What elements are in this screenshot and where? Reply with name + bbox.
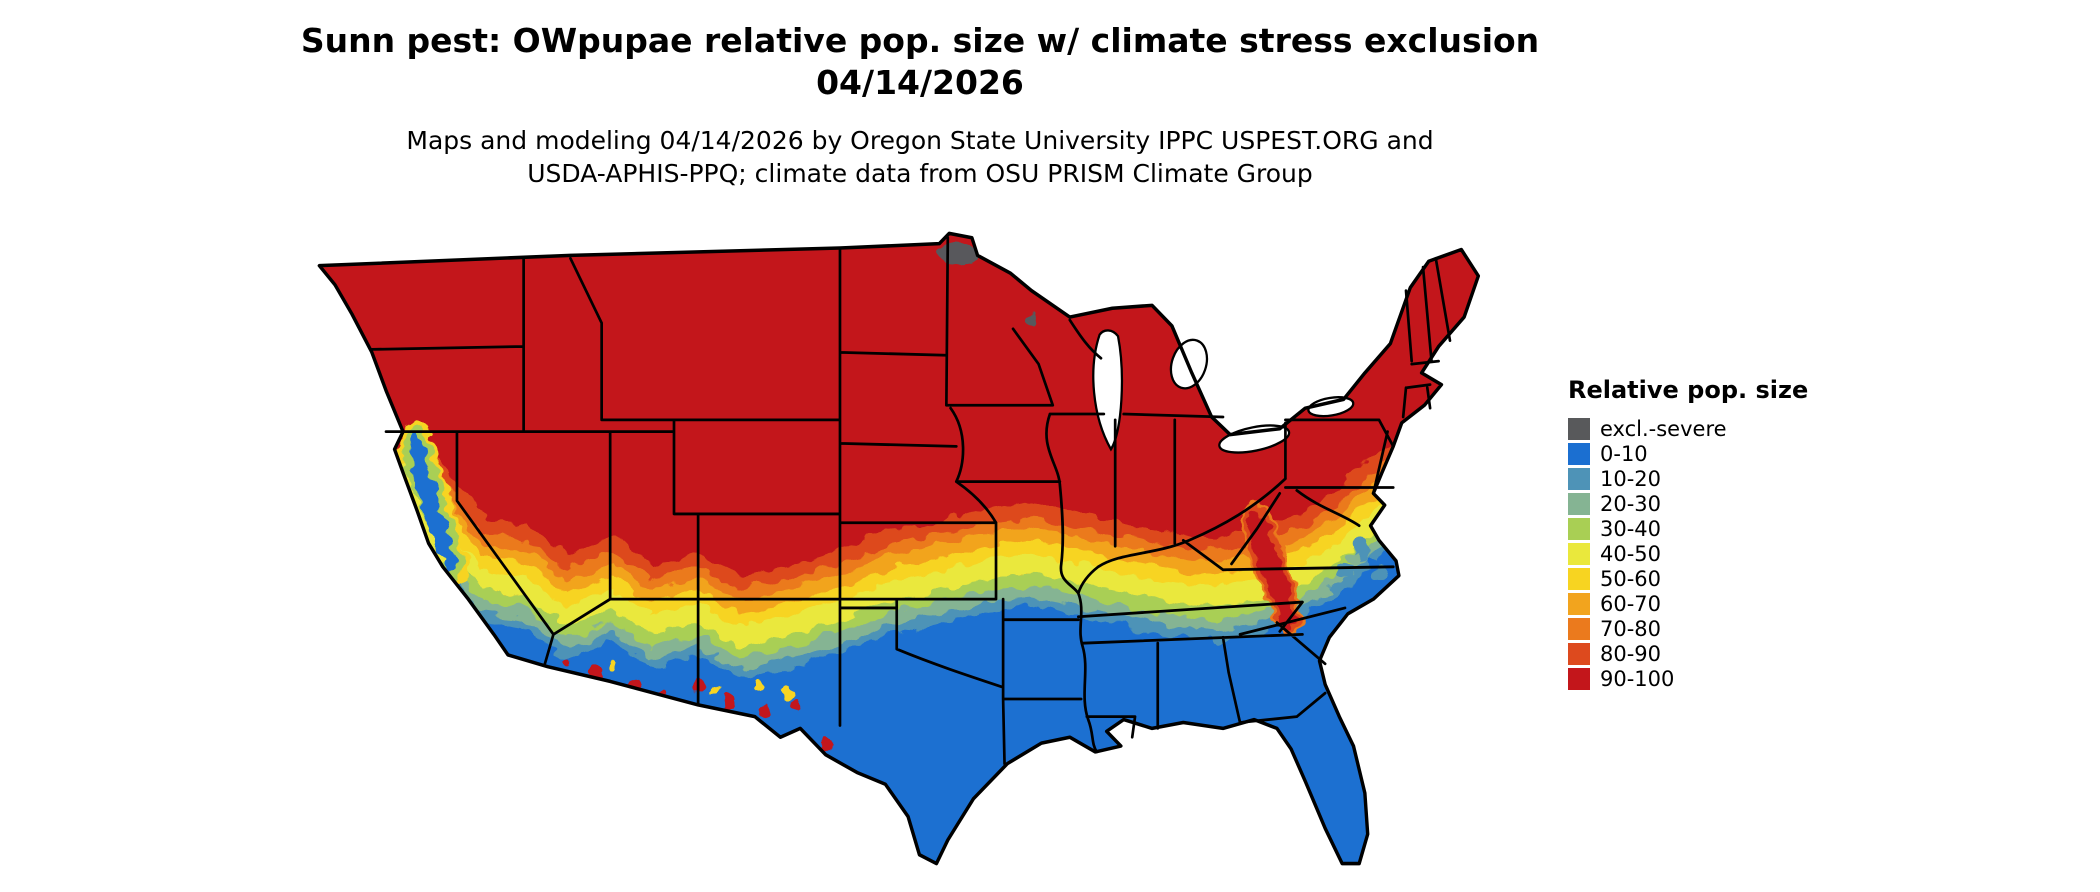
header: Sunn pest: OWpupae relative pop. size w/…: [260, 20, 1580, 190]
legend-swatch: [1568, 592, 1590, 615]
legend-items: excl.-severe 0-10 10-20 20-30 30-40 40-50 50-6…: [1568, 416, 1848, 691]
legend-swatch: [1568, 417, 1590, 440]
legend-swatch: [1568, 492, 1590, 515]
legend-label: 70-80: [1600, 616, 1662, 641]
legend-item: 70-80: [1568, 616, 1848, 641]
legend-item: 10-20: [1568, 466, 1848, 491]
map-subtitle: Maps and modeling 04/14/2026 by Oregon S…: [260, 124, 1580, 190]
legend-label: 60-70: [1600, 591, 1662, 616]
model-raster: [319, 233, 1479, 864]
map-title-line2: 04/14/2026: [816, 63, 1024, 103]
legend-swatch: [1568, 517, 1590, 540]
legend-item: excl.-severe: [1568, 416, 1848, 441]
legend-swatch: [1568, 567, 1590, 590]
legend-label: 20-30: [1600, 491, 1662, 516]
map-container: [308, 226, 1528, 890]
legend-item: 20-30: [1568, 491, 1848, 516]
legend-item: 90-100: [1568, 666, 1848, 691]
legend-swatch: [1568, 617, 1590, 640]
legend-label: 10-20: [1600, 466, 1662, 491]
legend-label: 0-10: [1600, 441, 1648, 466]
map-title-line1: Sunn pest: OWpupae relative pop. size w/…: [300, 21, 1540, 60]
map-subtitle-line2: USDA-APHIS-PPQ; climate data from OSU PR…: [527, 159, 1313, 189]
legend-label: 40-50: [1600, 541, 1662, 566]
lake-ontario: [1307, 396, 1355, 418]
legend-item: 30-40: [1568, 516, 1848, 541]
legend-label: 80-90: [1600, 641, 1662, 666]
us-map: [317, 231, 1481, 866]
legend-item: 50-60: [1568, 566, 1848, 591]
map-title: Sunn pest: OWpupae relative pop. size w/…: [260, 20, 1580, 104]
legend-label: 90-100: [1600, 666, 1675, 691]
legend-swatch: [1568, 667, 1590, 690]
legend-item: 60-70: [1568, 591, 1848, 616]
legend-swatch: [1568, 467, 1590, 490]
legend-label: excl.-severe: [1600, 416, 1727, 441]
legend-item: 80-90: [1568, 641, 1848, 666]
map-subtitle-line1: Maps and modeling 04/14/2026 by Oregon S…: [406, 126, 1434, 156]
legend-swatch: [1568, 642, 1590, 665]
us-outline: [317, 231, 1481, 866]
state-borders: [370, 236, 1452, 766]
legend-item: 0-10: [1568, 441, 1848, 466]
legend: Relative pop. size excl.-severe 0-10 10-20…: [1568, 376, 1848, 691]
legend-label: 50-60: [1600, 566, 1662, 591]
legend-title: Relative pop. size: [1568, 376, 1809, 404]
legend-swatch: [1568, 542, 1590, 565]
legend-label: 30-40: [1600, 516, 1662, 541]
legend-item: 40-50: [1568, 541, 1848, 566]
legend-swatch: [1568, 442, 1590, 465]
